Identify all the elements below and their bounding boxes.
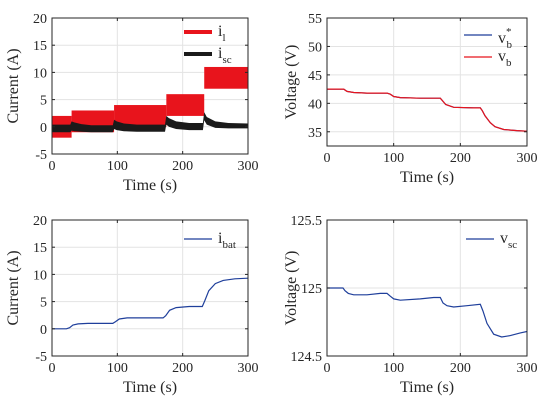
x-tick-label: 200 xyxy=(172,361,193,376)
x-tick-label: 300 xyxy=(517,361,538,376)
y-tick-label: 50 xyxy=(308,40,322,55)
plot-area xyxy=(52,220,248,356)
y-tick-label: 15 xyxy=(33,241,47,256)
series-group xyxy=(327,287,527,338)
y-axis-label: Current (A) xyxy=(5,250,22,325)
legend-item-isc: isc xyxy=(184,45,232,66)
legend-label-main: i xyxy=(218,230,223,247)
legend: v* bvb xyxy=(464,26,513,69)
x-tick-label: 0 xyxy=(49,361,56,376)
series-vb-line xyxy=(327,88,527,132)
legend-label-sub: b xyxy=(507,39,513,51)
x-tick-label: 100 xyxy=(383,151,404,166)
x-tick-label: 0 xyxy=(324,151,331,166)
legend-label: ibat xyxy=(218,230,236,251)
y-tick-label: 0 xyxy=(40,323,47,338)
x-tick-label: 0 xyxy=(324,361,331,376)
legend-label: vb xyxy=(498,48,512,69)
legend-label-sub: bat xyxy=(222,239,235,251)
y-tick-label: 5 xyxy=(40,94,47,109)
series-vsc-line xyxy=(327,287,527,338)
series-il-band-segment xyxy=(114,105,167,127)
y-tick-label: 15 xyxy=(33,39,47,54)
x-tick-label: 300 xyxy=(517,151,538,166)
legend-label-sub: l xyxy=(222,32,225,44)
y-tick-label: 5 xyxy=(40,296,47,311)
legend-label: il xyxy=(218,23,226,44)
legend-item-vsc: vsc xyxy=(466,230,517,251)
y-axis-label: Voltage (V) xyxy=(283,251,300,326)
series-group xyxy=(52,66,248,138)
axes-frame xyxy=(51,219,249,357)
series-group xyxy=(327,88,527,132)
legend-label-main: v xyxy=(498,30,506,47)
series-il-band-segment xyxy=(204,66,248,89)
y-tick-label: 10 xyxy=(33,66,47,81)
y-tick-label: 55 xyxy=(308,12,322,27)
x-axis-label: Time (s) xyxy=(400,379,454,396)
legend-label-sub: sc xyxy=(222,54,231,66)
y-tick-label: 45 xyxy=(308,69,322,84)
legend-label: vsc xyxy=(500,230,517,251)
y-axis-label: Voltage (V) xyxy=(283,45,300,120)
axes-frame xyxy=(51,17,249,155)
y-tick-label: 125.5 xyxy=(291,214,323,229)
legend-label-sub: sc xyxy=(508,239,517,251)
legend: vsc xyxy=(466,230,517,251)
y-tick-label: 20 xyxy=(33,214,47,229)
legend-item-vb-ref: v* b xyxy=(464,26,513,51)
x-tick-label: 200 xyxy=(450,151,471,166)
y-tick-label: 0 xyxy=(40,121,47,136)
legend-item-ibat: ibat xyxy=(184,230,236,251)
plot-area xyxy=(327,18,527,146)
axes-frame xyxy=(326,17,528,147)
x-tick-label: 100 xyxy=(383,361,404,376)
y-tick-label: -5 xyxy=(35,148,47,163)
x-axis-label: Time (s) xyxy=(400,169,454,186)
legend-label-main: v xyxy=(498,48,506,65)
chart-panel-b: 0 100 200 300 35 40 45 50 55 Time (s) Voltage (V) v… xyxy=(283,12,538,186)
x-tick-label: 100 xyxy=(107,159,128,174)
legend-label-sub: b xyxy=(506,57,512,69)
x-tick-label: 100 xyxy=(107,361,128,376)
series-il-band-segment xyxy=(166,94,205,116)
legend-item-il: il xyxy=(184,23,226,44)
legend-label-sup: * xyxy=(506,26,512,38)
chart-panel-d: 0 100 200 300 124.5 125 125.5 Time (s) Voltage (… xyxy=(283,214,538,396)
y-tick-label: 124.5 xyxy=(291,350,323,365)
legend-label-main: i xyxy=(218,45,223,62)
legend-label: v* b xyxy=(498,26,513,51)
series-ibat-line xyxy=(52,277,248,330)
y-tick-label: 20 xyxy=(33,12,47,27)
y-tick-label: 40 xyxy=(308,97,322,112)
y-axis-label: Current (A) xyxy=(5,48,22,123)
x-tick-label: 0 xyxy=(49,159,56,174)
legend-label: isc xyxy=(218,45,232,66)
legend-label-main: v xyxy=(500,230,508,247)
x-tick-label: 200 xyxy=(450,361,471,376)
x-tick-label: 300 xyxy=(238,361,259,376)
series-isc-band xyxy=(52,112,248,133)
x-tick-label: 300 xyxy=(238,159,259,174)
series-group xyxy=(52,277,248,330)
y-tick-label: 10 xyxy=(33,268,47,283)
x-tick-label: 200 xyxy=(172,159,193,174)
x-axis-label: Time (s) xyxy=(123,379,177,396)
y-tick-label: -5 xyxy=(35,350,47,365)
legend-label-main: i xyxy=(218,23,223,40)
y-tick-label: 125 xyxy=(301,282,322,297)
legend: ibat xyxy=(184,230,236,251)
x-axis-label: Time (s) xyxy=(123,177,177,194)
y-tick-label: 35 xyxy=(308,126,322,141)
legend-item-vb: vb xyxy=(464,48,512,69)
